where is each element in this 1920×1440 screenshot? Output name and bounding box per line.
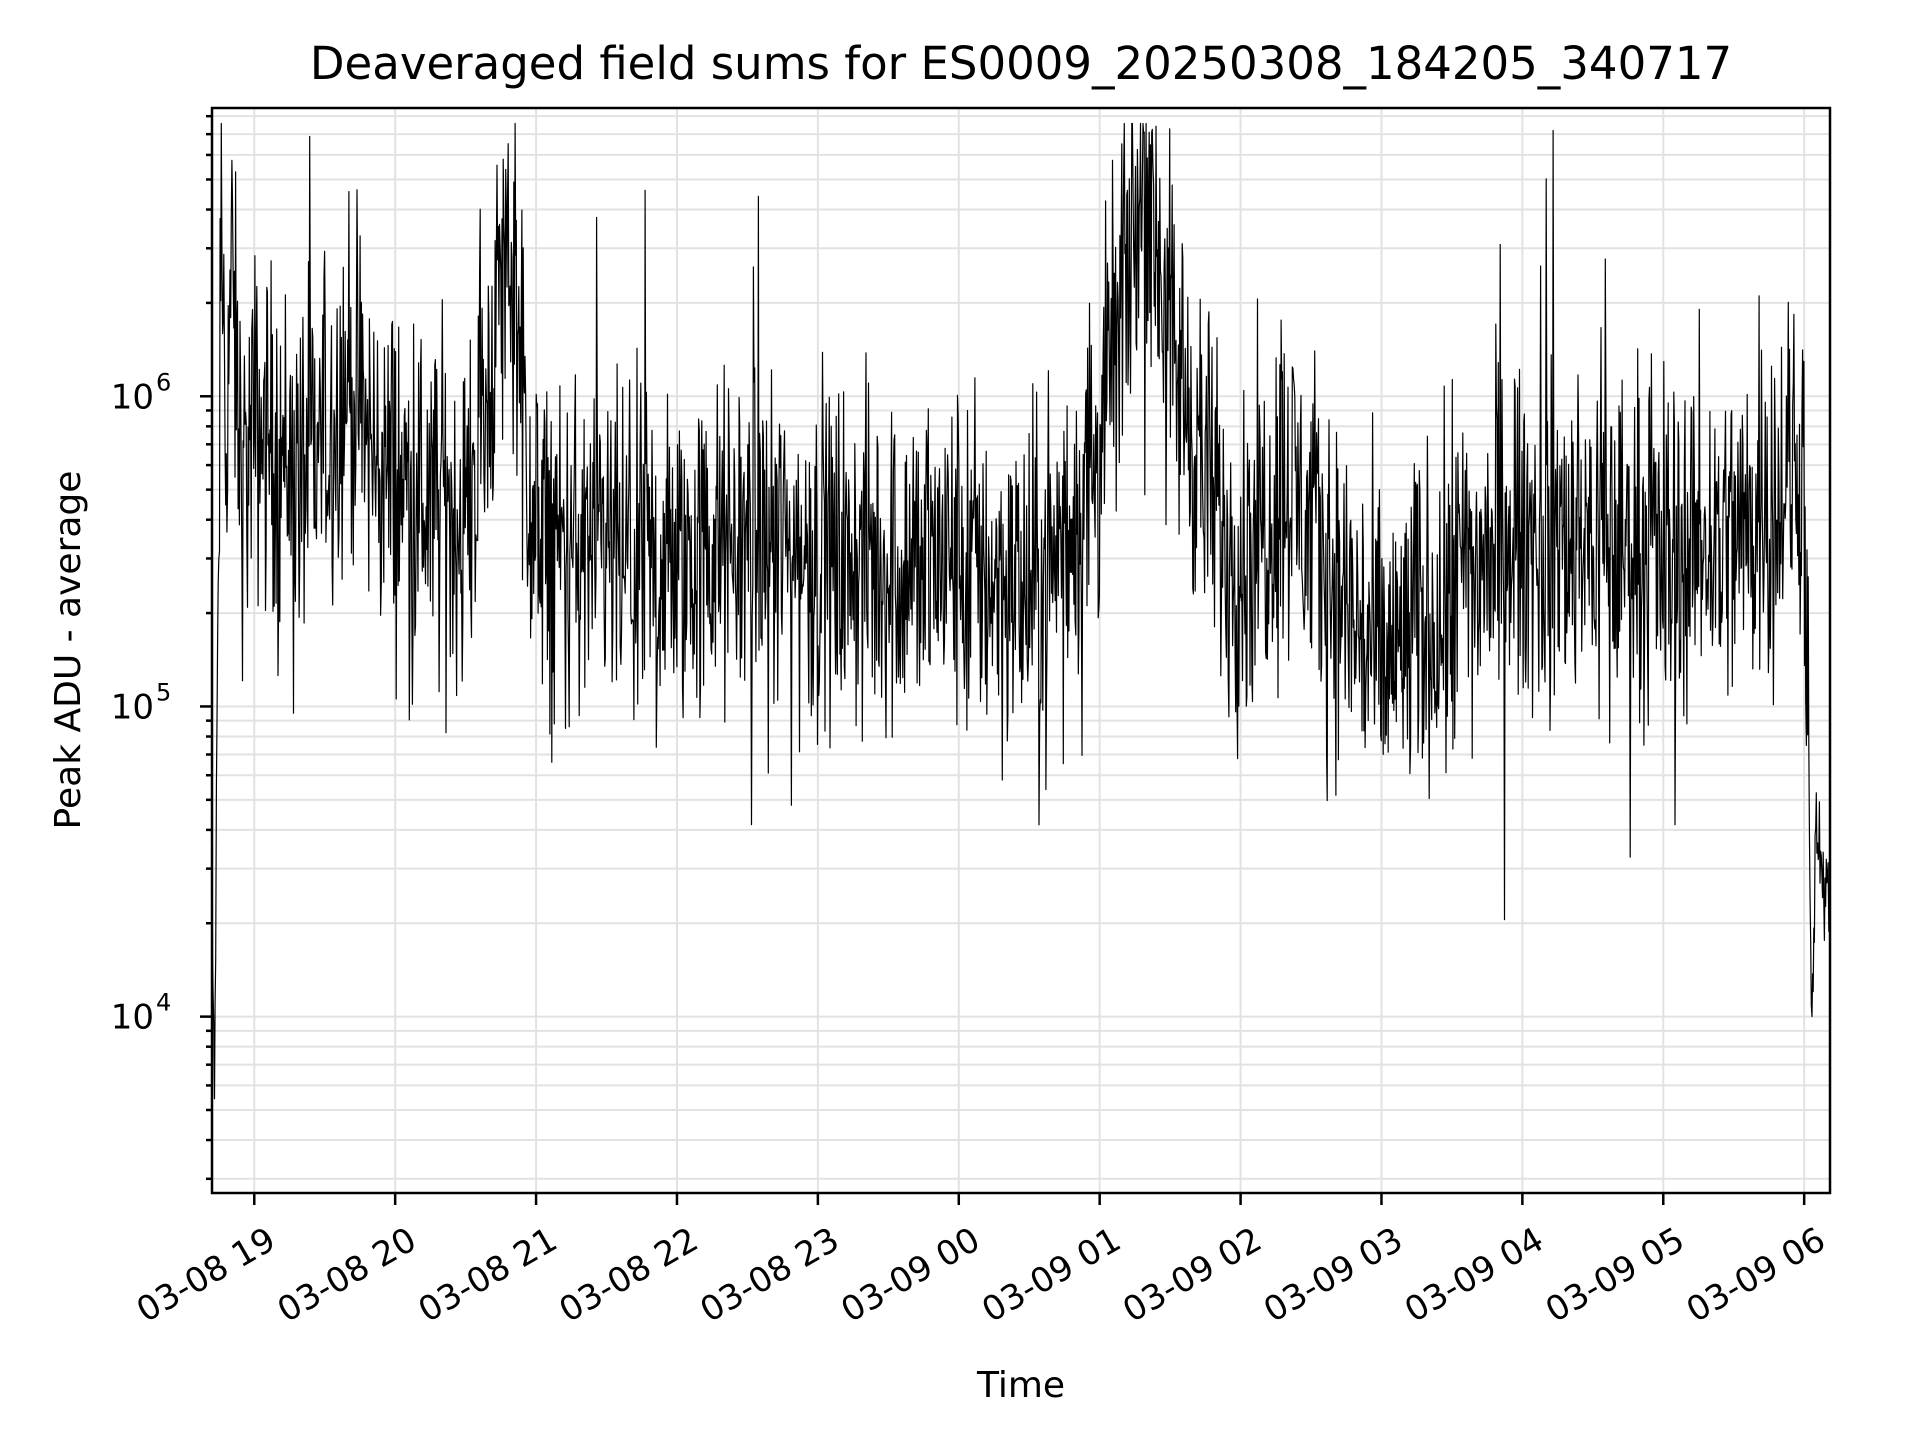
y-axis-label: Peak ADU - average — [48, 471, 89, 830]
x-tick-label: 03-08 22 — [553, 1220, 705, 1331]
x-tick-label: 03-09 00 — [834, 1220, 986, 1331]
chart-title: Deaveraged field sums for ES0009_2025030… — [310, 37, 1732, 90]
y-tick-label: 10 4 — [111, 989, 172, 1038]
y-tick-base: 10 — [111, 998, 154, 1038]
x-tick-label: 03-08 20 — [271, 1220, 423, 1331]
x-tick-label: 03-09 04 — [1398, 1220, 1550, 1331]
x-tick-label: 03-09 05 — [1539, 1220, 1691, 1331]
y-tick-exponent: 6 — [156, 368, 171, 396]
y-tick-exponent: 4 — [156, 989, 171, 1017]
x-tick-label: 03-09 03 — [1257, 1220, 1409, 1331]
y-tick-label: 10 5 — [111, 678, 172, 727]
x-tick-label: 03-09 02 — [1116, 1220, 1268, 1331]
x-tick-label: 03-08 21 — [412, 1220, 564, 1331]
x-tick-label: 03-08 23 — [694, 1220, 846, 1331]
plot-frame — [210, 106, 1832, 1195]
y-tick-exponent: 5 — [156, 678, 171, 706]
y-tick-base: 10 — [111, 687, 154, 727]
x-tick-label: 03-08 19 — [130, 1220, 282, 1331]
x-tick-label: 03-09 06 — [1680, 1220, 1832, 1331]
series-line — [211, 122, 1831, 1100]
y-tick-base: 10 — [111, 377, 154, 417]
x-tick-label: 03-09 01 — [975, 1220, 1127, 1331]
grid-lines — [212, 108, 1830, 1193]
x-axis-label: Time — [976, 1365, 1065, 1406]
y-tick-label: 10 6 — [111, 368, 172, 417]
